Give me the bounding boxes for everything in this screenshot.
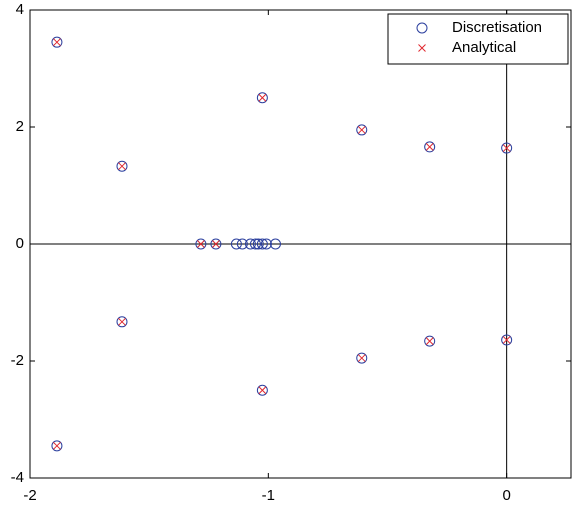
point bbox=[118, 162, 126, 171]
point bbox=[258, 386, 267, 395]
legend-label: Analytical bbox=[452, 39, 516, 56]
point bbox=[501, 334, 513, 346]
point bbox=[357, 126, 366, 134]
point bbox=[260, 238, 272, 250]
point bbox=[357, 354, 366, 362]
point bbox=[195, 238, 207, 250]
legend-box bbox=[387, 13, 569, 65]
point bbox=[356, 352, 368, 364]
point bbox=[256, 92, 268, 104]
x-tick-label: -2 bbox=[23, 487, 36, 504]
point bbox=[425, 143, 434, 151]
point bbox=[425, 337, 434, 345]
point bbox=[501, 142, 513, 154]
y-tick-label: -4 bbox=[11, 469, 24, 486]
point bbox=[230, 238, 242, 250]
point bbox=[118, 317, 126, 326]
y-tick-label: 4 bbox=[16, 1, 24, 18]
point bbox=[424, 335, 436, 347]
y-tick-label: 2 bbox=[16, 118, 24, 135]
x-tick-label: 0 bbox=[502, 487, 510, 504]
point bbox=[258, 93, 267, 102]
y-tick-label: -2 bbox=[11, 352, 24, 369]
legend-marker bbox=[416, 22, 428, 34]
point bbox=[236, 238, 248, 250]
point bbox=[210, 238, 222, 250]
point bbox=[53, 441, 61, 450]
point bbox=[244, 238, 256, 250]
point bbox=[252, 238, 264, 250]
point bbox=[256, 384, 268, 396]
point bbox=[116, 160, 128, 172]
point bbox=[51, 36, 63, 48]
point bbox=[53, 38, 61, 47]
point bbox=[356, 124, 368, 136]
point bbox=[502, 144, 511, 152]
legend-marker bbox=[418, 44, 426, 52]
x-tick-label: -1 bbox=[262, 487, 275, 504]
legend-label: Discretisation bbox=[452, 19, 542, 36]
point bbox=[249, 238, 261, 250]
point bbox=[256, 238, 268, 250]
point bbox=[424, 141, 436, 153]
point bbox=[502, 336, 511, 344]
point bbox=[51, 440, 63, 452]
y-tick-label: 0 bbox=[16, 235, 24, 252]
point bbox=[269, 238, 281, 250]
point bbox=[116, 316, 128, 328]
point bbox=[212, 240, 220, 248]
point bbox=[197, 240, 205, 248]
